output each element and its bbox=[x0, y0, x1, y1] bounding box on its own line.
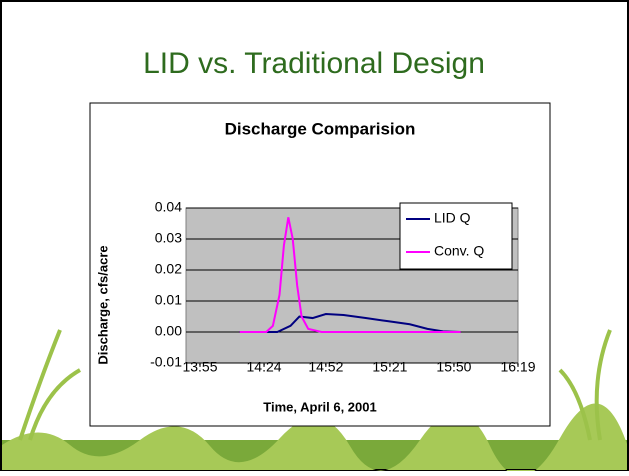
y-tick-label: -0.01 bbox=[150, 354, 182, 370]
legend-label: LID Q bbox=[434, 210, 471, 226]
series-line bbox=[239, 313, 461, 333]
y-axis-title: Discharge, cfs/acre bbox=[95, 245, 110, 364]
x-tick-label: 14:52 bbox=[308, 359, 343, 375]
x-tick-label: 15:21 bbox=[372, 359, 407, 375]
x-tick-label: 16:19 bbox=[500, 359, 535, 375]
x-tick-label: 15:50 bbox=[436, 359, 471, 375]
x-axis-title: Time, April 6, 2001 bbox=[263, 399, 376, 414]
x-tick-label: 14:24 bbox=[247, 359, 282, 375]
slide-title: LID vs. Traditional Design bbox=[143, 47, 485, 80]
y-tick-label: 0.04 bbox=[155, 199, 182, 215]
y-tick-label: 0.03 bbox=[155, 230, 182, 246]
x-tick-label: 13:55 bbox=[182, 359, 217, 375]
y-tick-label: 0.01 bbox=[155, 292, 182, 308]
y-tick-label: 0.00 bbox=[155, 323, 182, 339]
grass-stalks bbox=[18, 329, 612, 441]
legend-box bbox=[399, 202, 513, 270]
chart-title: Discharge Comparision bbox=[225, 119, 416, 138]
legend-label: Conv. Q bbox=[434, 243, 484, 259]
y-tick-label: 0.02 bbox=[155, 261, 182, 277]
series-line bbox=[239, 217, 461, 333]
plot: -0.01 0.00 0.01 0.02 0.03 0.04 13:55 14:24 14:52… bbox=[150, 199, 536, 375]
